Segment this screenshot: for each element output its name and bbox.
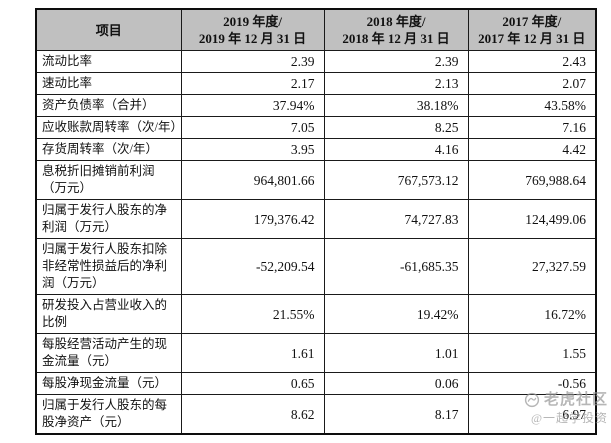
- table-row: 归属于发行人股东的净 利润（万元） 179,376.42 74,727.83 1…: [35, 199, 597, 239]
- row-label: 每股经营活动产生的现 金流量（元）: [35, 333, 182, 373]
- table-row: 归属于发行人股东的每 股净资产（元） 8.62 8.17 6.97: [35, 394, 597, 435]
- row-label: 速动比率: [35, 72, 182, 95]
- cell-value: 7.05: [180, 116, 325, 139]
- cell-value: 2.07: [467, 72, 597, 95]
- cell-value: 1.55: [467, 333, 597, 373]
- cell-value: 8.25: [323, 116, 469, 139]
- cell-value: 2.39: [180, 50, 325, 73]
- table-row: 速动比率 2.17 2.13 2.07: [35, 72, 597, 95]
- financial-metrics-table: 项目 2019 年度/ 2019 年 12 月 31 日 2018 年度/ 20…: [35, 8, 597, 435]
- row-label: 每股净现金流量（元）: [35, 372, 182, 395]
- table-header-row: 项目 2019 年度/ 2019 年 12 月 31 日 2018 年度/ 20…: [35, 8, 597, 51]
- col-header-item: 项目: [35, 8, 182, 51]
- cell-value: 769,988.64: [467, 160, 597, 200]
- cell-value: 27,327.59: [467, 238, 597, 295]
- row-label: 资产负债率（合并）: [35, 94, 182, 117]
- cell-value: 21.55%: [180, 294, 325, 334]
- cell-value: 7.16: [467, 116, 597, 139]
- cell-value: 3.95: [180, 138, 325, 161]
- cell-value: -52,209.54: [180, 238, 325, 295]
- table-row: 存货周转率（次/年） 3.95 4.16 4.42: [35, 138, 597, 161]
- row-label: 归属于发行人股东的每 股净资产（元）: [35, 394, 182, 435]
- col-header-2019-line1: 2019 年度/: [223, 14, 282, 29]
- cell-value: 0.06: [323, 372, 469, 395]
- table-row: 应收账款周转率（次/年） 7.05 8.25 7.16: [35, 116, 597, 139]
- cell-value: 0.65: [180, 372, 325, 395]
- cell-value: 43.58%: [467, 94, 597, 117]
- cell-value: 2.13: [323, 72, 469, 95]
- cell-value: 124,499.06: [467, 199, 597, 239]
- cell-value: -61,685.35: [323, 238, 469, 295]
- row-label: 归属于发行人股东扣除 非经常性损益后的净利 润（万元）: [35, 238, 182, 295]
- cell-value: 767,573.12: [323, 160, 469, 200]
- cell-value: 2.39: [323, 50, 469, 73]
- table-row: 流动比率 2.39 2.39 2.43: [35, 50, 597, 73]
- col-header-2017-line1: 2017 年度/: [502, 14, 562, 29]
- col-header-2019: 2019 年度/ 2019 年 12 月 31 日: [180, 8, 325, 51]
- table-row: 资产负债率（合并） 37.94% 38.18% 43.58%: [35, 94, 597, 117]
- col-header-2018-line2: 2018 年 12 月 31 日: [342, 31, 450, 46]
- row-label: 应收账款周转率（次/年）: [35, 116, 182, 139]
- cell-value: 964,801.66: [180, 160, 325, 200]
- cell-value: 4.16: [323, 138, 469, 161]
- cell-value: 37.94%: [180, 94, 325, 117]
- table-row: 每股经营活动产生的现 金流量（元） 1.61 1.01 1.55: [35, 333, 597, 373]
- cell-value: 16.72%: [467, 294, 597, 334]
- col-header-2018-line1: 2018 年度/: [366, 14, 426, 29]
- cell-value: 74,727.83: [323, 199, 469, 239]
- cell-value: 2.17: [180, 72, 325, 95]
- table-row: 息税折旧摊销前利润 （万元） 964,801.66 767,573.12 769…: [35, 160, 597, 200]
- cell-value: -0.56: [467, 372, 597, 395]
- cell-value: 4.42: [467, 138, 597, 161]
- cell-value: 1.01: [323, 333, 469, 373]
- cell-value: 1.61: [180, 333, 325, 373]
- table-row: 归属于发行人股东扣除 非经常性损益后的净利 润（万元） -52,209.54 -…: [35, 238, 597, 295]
- row-label: 息税折旧摊销前利润 （万元）: [35, 160, 182, 200]
- col-header-2018: 2018 年度/ 2018 年 12 月 31 日: [323, 8, 469, 51]
- col-header-2017: 2017 年度/ 2017 年 12 月 31 日: [467, 8, 597, 51]
- cell-value: 179,376.42: [180, 199, 325, 239]
- cell-value: 38.18%: [323, 94, 469, 117]
- table-row: 每股净现金流量（元） 0.65 0.06 -0.56: [35, 372, 597, 395]
- col-header-2019-line2: 2019 年 12 月 31 日: [198, 31, 307, 46]
- col-header-2017-line2: 2017 年 12 月 31 日: [478, 31, 586, 46]
- row-label: 存货周转率（次/年）: [35, 138, 182, 161]
- row-label: 归属于发行人股东的净 利润（万元）: [35, 199, 182, 239]
- cell-value: 8.17: [323, 394, 469, 435]
- cell-value: 6.97: [467, 394, 597, 435]
- cell-value: 2.43: [467, 50, 597, 73]
- table-row: 研发投入占营业收入的 比例 21.55% 19.42% 16.72%: [35, 294, 597, 334]
- row-label: 研发投入占营业收入的 比例: [35, 294, 182, 334]
- cell-value: 8.62: [180, 394, 325, 435]
- cell-value: 19.42%: [323, 294, 469, 334]
- row-label: 流动比率: [35, 50, 182, 73]
